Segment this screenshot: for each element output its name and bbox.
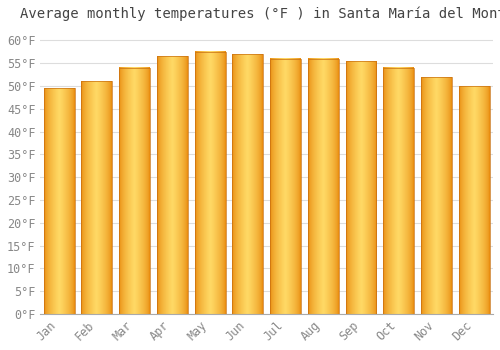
Bar — [421, 77, 452, 314]
Bar — [119, 68, 150, 314]
Bar — [194, 52, 226, 314]
Bar — [308, 59, 338, 314]
Bar — [82, 82, 112, 314]
Title: Average monthly temperatures (°F ) in Santa María del Monte: Average monthly temperatures (°F ) in Sa… — [20, 7, 500, 21]
Bar — [270, 59, 301, 314]
Bar — [384, 68, 414, 314]
Bar — [232, 54, 264, 314]
Bar — [44, 88, 74, 314]
Bar — [346, 61, 376, 314]
Bar — [458, 86, 490, 314]
Bar — [157, 56, 188, 314]
